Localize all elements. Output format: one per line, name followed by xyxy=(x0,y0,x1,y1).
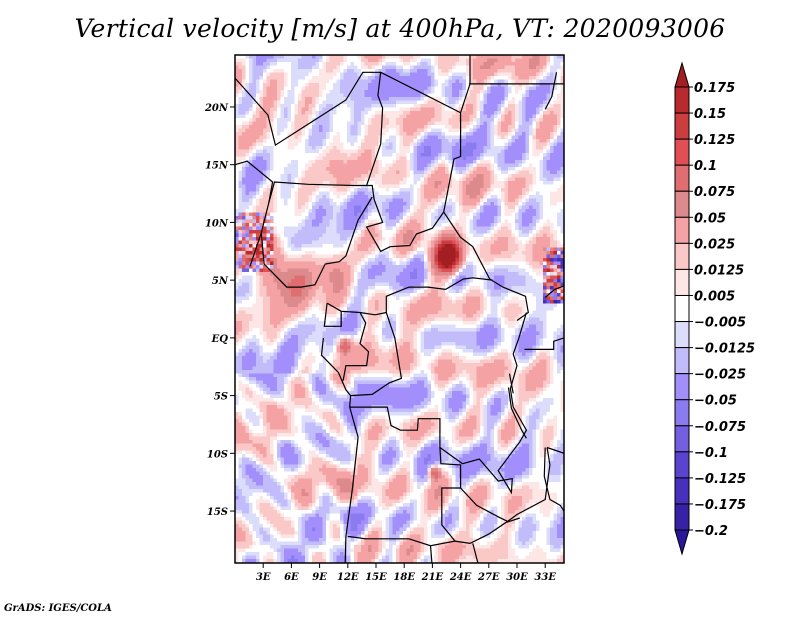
border-line xyxy=(544,285,564,298)
border-line xyxy=(429,545,433,563)
colorbar-swatch xyxy=(674,216,690,244)
colorbar-label: −0.1 xyxy=(694,446,728,461)
chart-title: Vertical velocity [m/s] at 400hPa, VT: 2… xyxy=(74,14,726,43)
border-line xyxy=(347,406,462,547)
x-axis: 3E 6E 9E 12E 15E 18E 21E 24E 27E 30E 33E xyxy=(256,563,556,583)
y-tick-label: EQ xyxy=(211,334,229,345)
x-tick-label: 15E xyxy=(365,572,387,583)
country-borders xyxy=(235,55,564,563)
border-line xyxy=(508,373,514,394)
y-tick-label: 5N xyxy=(212,276,229,287)
colorbar-label: −0.175 xyxy=(694,498,746,513)
border-line xyxy=(460,447,551,523)
colorbar-label: 0.175 xyxy=(694,81,735,96)
border-line xyxy=(342,312,370,381)
y-tick-label: 20N xyxy=(204,103,229,114)
x-tick-label: 12E xyxy=(337,572,359,583)
colorbar-label: 0.125 xyxy=(694,133,735,148)
border-line xyxy=(543,447,564,512)
colorbar-label: 0.025 xyxy=(694,237,735,252)
velocity-field xyxy=(235,55,564,563)
colorbar-swatch xyxy=(674,164,690,192)
colorbar-swatch xyxy=(674,112,690,140)
x-tick-label: 3E xyxy=(256,572,271,583)
x-tick-label: 6E xyxy=(284,572,299,583)
colorbar-swatch xyxy=(674,399,690,427)
colorbar-label: −0.0125 xyxy=(694,342,755,357)
grads-credit: GrADS: IGES/COLA xyxy=(4,603,112,614)
colorbar-swatch xyxy=(674,268,690,296)
colorbar-label: −0.2 xyxy=(694,524,728,539)
colorbar-swatch xyxy=(674,294,690,323)
border-line xyxy=(524,337,564,350)
colorbar-label: −0.025 xyxy=(694,368,746,383)
colorbar-label: −0.05 xyxy=(694,394,737,409)
y-tick-label: 10N xyxy=(205,218,229,229)
y-axis: 20N 15N 10N 5N EQ 5S 10S 15S xyxy=(204,103,235,518)
colorbar-label: −0.005 xyxy=(694,316,746,331)
colorbar-extend-max xyxy=(674,61,690,88)
border-line xyxy=(323,303,342,327)
x-tick-label: 24E xyxy=(449,572,472,583)
colorbar-swatch xyxy=(674,190,690,218)
border-line xyxy=(320,337,359,563)
colorbar-swatch xyxy=(674,503,690,531)
colorbar-label: 0.005 xyxy=(694,289,735,304)
border-line xyxy=(365,72,445,253)
colorbar: 0.175 0.15 0.125 0.1 0.075 0.05 0.025 0.0125 0.0… xyxy=(674,61,755,556)
x-tick-label: 21E xyxy=(421,572,444,583)
y-tick-label: 10S xyxy=(207,449,228,460)
border-line xyxy=(326,277,493,316)
colorbar-swatch xyxy=(674,373,690,401)
x-tick-label: 27E xyxy=(477,572,500,583)
colorbar-label: 0.05 xyxy=(694,211,726,226)
colorbar-swatch xyxy=(674,477,690,505)
border-line xyxy=(260,196,373,288)
border-line xyxy=(546,446,564,454)
colorbar-extend-min xyxy=(674,529,690,556)
border-line xyxy=(509,312,528,443)
x-tick-label: 18E xyxy=(393,572,415,583)
border-line xyxy=(439,441,521,495)
colorbar-swatch xyxy=(674,321,690,349)
colorbar-label: 0.0125 xyxy=(694,263,744,278)
border-line xyxy=(235,160,274,267)
colorbar-label: 0.1 xyxy=(694,159,717,174)
border-line xyxy=(350,312,403,397)
colorbar-swatch xyxy=(674,347,690,375)
colorbar-swatch xyxy=(674,451,690,479)
border-line xyxy=(507,387,527,439)
colorbar-label: −0.075 xyxy=(694,420,746,435)
y-tick-label: 5S xyxy=(214,392,228,403)
border-line xyxy=(268,181,367,203)
colorbar-label: 0.075 xyxy=(694,185,735,200)
border-line xyxy=(454,517,520,545)
colorbar-swatch xyxy=(674,425,690,453)
border-line xyxy=(235,71,529,321)
map-frame xyxy=(234,54,565,564)
border-line xyxy=(472,543,479,563)
border-line xyxy=(544,72,558,110)
x-tick-label: 9E xyxy=(312,572,327,583)
y-tick-label: 15N xyxy=(205,161,229,172)
y-tick-label: 15S xyxy=(207,507,228,518)
colorbar-label: 0.15 xyxy=(694,107,726,122)
colorbar-swatch xyxy=(674,86,690,114)
colorbar-label: −0.125 xyxy=(694,472,746,487)
x-tick-label: 30E xyxy=(506,572,528,583)
colorbar-swatch xyxy=(674,138,690,166)
colorbar-swatch xyxy=(674,242,690,270)
x-tick-label: 33E xyxy=(534,572,556,583)
